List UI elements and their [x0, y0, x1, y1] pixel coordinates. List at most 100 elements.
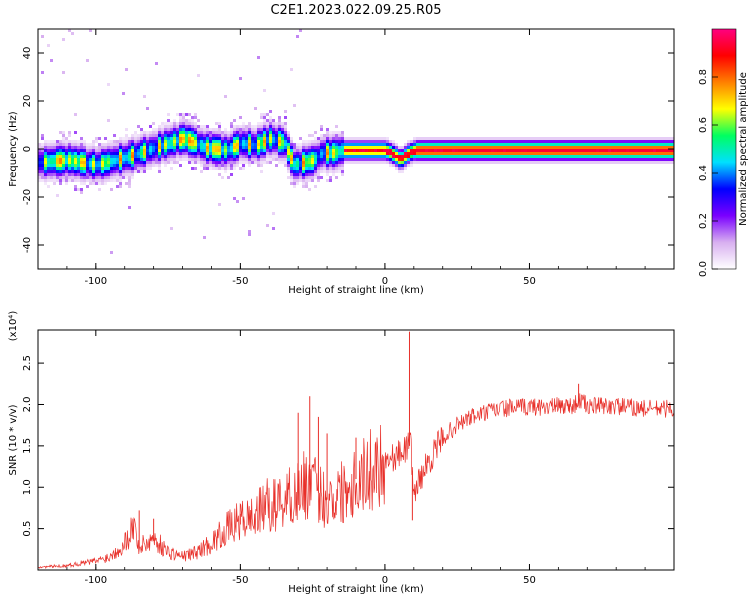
heatmap-cell: [119, 152, 122, 155]
heatmap-cell: [176, 122, 179, 125]
heatmap-cell: [359, 149, 362, 152]
heatmap-cell: [119, 176, 122, 179]
heatmap-cell: [311, 173, 314, 176]
heatmap-cell: [413, 143, 416, 146]
heatmap-cell: [443, 161, 446, 164]
heatmap-cell: [380, 155, 383, 158]
heatmap-cell: [560, 149, 563, 152]
heatmap-cell: [287, 149, 290, 152]
heatmap-cell: [140, 137, 143, 140]
heatmap-cell: [437, 137, 440, 140]
heatmap-cell: [299, 29, 302, 32]
heatmap-cell: [329, 149, 332, 152]
heatmap-cell: [569, 155, 572, 158]
heatmap-cell: [68, 176, 71, 179]
heatmap-cell: [131, 176, 134, 179]
heatmap-cell: [446, 152, 449, 155]
heatmap-cell: [455, 155, 458, 158]
heatmap-cell: [149, 134, 152, 137]
heatmap-cell: [545, 149, 548, 152]
heatmap-cell: [242, 164, 245, 167]
heatmap-cell: [425, 152, 428, 155]
heatmap-cell: [422, 161, 425, 164]
heatmap-cell: [248, 152, 251, 155]
heatmap-cell: [557, 152, 560, 155]
heatmap-cell: [122, 146, 125, 149]
heatmap-cell: [632, 158, 635, 161]
heatmap-cell: [566, 161, 569, 164]
heatmap-cell: [338, 161, 341, 164]
heatmap-cell: [245, 128, 248, 131]
heatmap-cell: [209, 143, 212, 146]
heatmap-cell: [134, 149, 137, 152]
heatmap-cell: [212, 134, 215, 137]
heatmap-cell: [269, 161, 272, 164]
heatmap-cell: [194, 134, 197, 137]
heatmap-cell: [134, 155, 137, 158]
heatmap-cell: [473, 152, 476, 155]
heatmap-cell: [326, 164, 329, 167]
heatmap-cell: [620, 140, 623, 143]
heatmap-cell: [215, 161, 218, 164]
heatmap-cell: [47, 185, 50, 188]
heatmap-cell: [296, 152, 299, 155]
heatmap-cell: [188, 137, 191, 140]
heatmap-cell: [506, 149, 509, 152]
heatmap-cell: [395, 155, 398, 158]
heatmap-cell: [218, 155, 221, 158]
heatmap-cell: [137, 125, 140, 128]
heatmap-cell: [308, 167, 311, 170]
heatmap-cell: [347, 146, 350, 149]
heatmap-cell: [269, 116, 272, 119]
heatmap-cell: [185, 152, 188, 155]
heatmap-cell: [335, 146, 338, 149]
y-tick-label: 20: [22, 95, 33, 108]
heatmap-cell: [416, 149, 419, 152]
heatmap-cell: [266, 152, 269, 155]
heatmap-cell: [197, 143, 200, 146]
heatmap-cell: [410, 149, 413, 152]
heatmap-cell: [281, 140, 284, 143]
heatmap-cell: [206, 131, 209, 134]
heatmap-cell: [152, 155, 155, 158]
heatmap-cell: [524, 140, 527, 143]
heatmap-cell: [431, 143, 434, 146]
heatmap-cell: [59, 158, 62, 161]
heatmap-cell: [239, 131, 242, 134]
heatmap-cell: [128, 164, 131, 167]
heatmap-cell: [590, 143, 593, 146]
heatmap-cell: [671, 158, 674, 161]
heatmap-cell: [317, 167, 320, 170]
heatmap-cell: [284, 152, 287, 155]
heatmap-cell: [260, 131, 263, 134]
heatmap-cell: [170, 146, 173, 149]
heatmap-cell: [89, 176, 92, 179]
heatmap-cell: [620, 158, 623, 161]
heatmap-cell: [326, 152, 329, 155]
heatmap-cell: [188, 131, 191, 134]
heatmap-cell: [239, 116, 242, 119]
heatmap-cell: [290, 173, 293, 176]
heatmap-cell: [104, 143, 107, 146]
heatmap-cell: [401, 152, 404, 155]
heatmap-cell: [455, 146, 458, 149]
heatmap-cell: [242, 167, 245, 170]
heatmap-cell: [218, 134, 221, 137]
heatmap-cell: [155, 143, 158, 146]
heatmap-cell: [272, 149, 275, 152]
heatmap-cell: [395, 146, 398, 149]
heatmap-cell: [146, 137, 149, 140]
heatmap-cell: [353, 143, 356, 146]
heatmap-cell: [512, 143, 515, 146]
heatmap-cell: [236, 140, 239, 143]
heatmap-cell: [509, 149, 512, 152]
heatmap-cell: [188, 119, 191, 122]
heatmap-cell: [74, 167, 77, 170]
heatmap-cell: [338, 164, 341, 167]
heatmap-cell: [563, 137, 566, 140]
heatmap-cell: [407, 143, 410, 146]
heatmap-cell: [110, 149, 113, 152]
heatmap-cell: [278, 128, 281, 131]
heatmap-cell: [74, 164, 77, 167]
heatmap-cell: [269, 143, 272, 146]
